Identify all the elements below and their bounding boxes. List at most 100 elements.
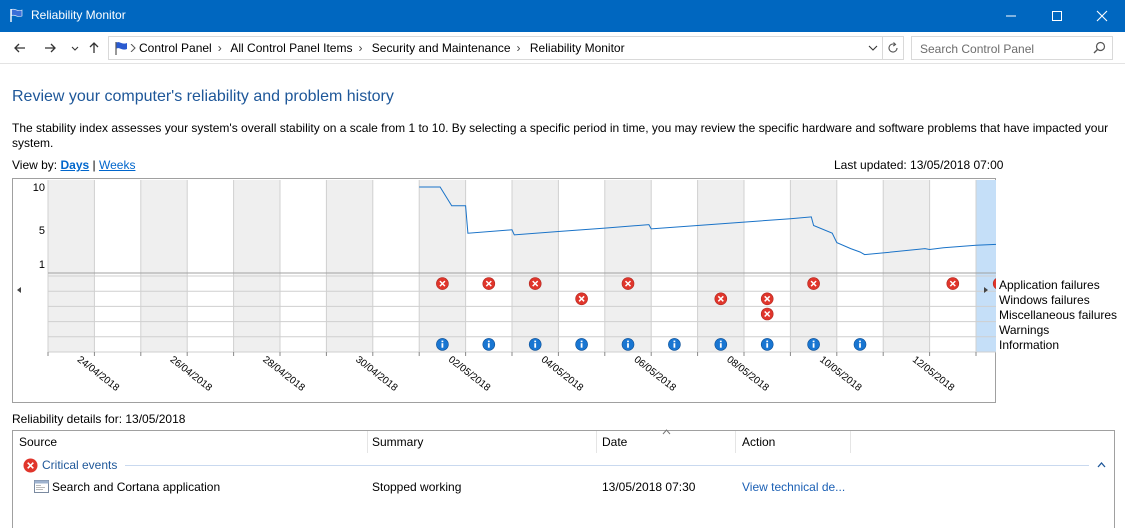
information-icon [627,343,629,348]
information-icon [719,343,722,348]
chevron-down-icon[interactable] [868,44,878,52]
column-divider[interactable] [596,431,597,453]
information-icon [859,340,861,343]
page-title: Review your computer's reliability and p… [12,88,394,105]
legend-miscellaneous-failures: Miscellaneous failures [999,308,1118,322]
title-bar: Reliability Monitor [0,0,1125,32]
critical-error-icon [717,295,724,302]
close-icon [1096,10,1108,22]
maximize-button[interactable] [1034,0,1080,32]
breadcrumb-separator-icon: › [358,41,363,55]
day-column [140,180,188,352]
critical-error-icon [810,280,817,287]
critical-events-group[interactable]: Critical events [23,457,117,473]
information-icon [487,343,490,348]
search-input[interactable] [918,39,1087,58]
critical-error-icon [764,295,771,302]
view-separator: | [92,158,96,172]
critical-error-icon [624,280,632,287]
forward-button[interactable] [40,38,60,58]
close-button[interactable] [1079,0,1125,32]
last-updated-text: Last updated: 13/05/2018 07:00 [834,158,1004,172]
collapse-group-icon[interactable] [1097,462,1106,468]
information-icon [441,340,444,343]
y-axis-tick-label: 10 [33,182,45,194]
information-icon [719,340,722,343]
refresh-button[interactable] [882,36,904,60]
information-icon [859,343,861,348]
day-column [512,180,559,352]
breadcrumb-separator-icon [130,44,136,52]
y-axis-tick-label: 1 [39,259,45,271]
group-divider [125,465,1089,466]
day-column [419,180,466,352]
day-column [372,180,420,352]
scroll-left-button[interactable] [17,287,21,293]
column-divider[interactable] [367,431,368,453]
day-column [697,180,744,352]
breadcrumb-separator-icon: › [217,41,222,55]
critical-error-icon [949,280,956,287]
breadcrumb-item-reliability-monitor[interactable]: Reliability Monitor [529,41,625,55]
information-icon [673,340,676,343]
back-button[interactable] [10,38,30,58]
day-column [465,180,512,352]
critical-error-icon [532,280,539,287]
day-column [604,180,652,352]
minimize-button[interactable] [988,0,1034,32]
day-column [883,180,930,352]
stability-index-line [419,186,996,256]
reliability-flag-icon [10,8,23,22]
row-date: 13/05/2018 07:30 [602,480,696,494]
scroll-left-icon [17,287,21,293]
view-technical-details-link[interactable]: View technical de... [742,480,846,494]
row-source: Search and Cortana application [52,480,221,494]
row-summary: Stopped working [372,480,462,494]
breadcrumb-item-all-control-panel-items[interactable]: All Control Panel Items [230,41,353,55]
scroll-right-button[interactable] [984,287,988,293]
information-icon [766,343,769,348]
recent-locations-button[interactable] [65,38,85,58]
day-column [790,180,837,352]
view-days-link[interactable]: Days [60,158,90,172]
day-column [48,180,95,352]
day-column [94,180,141,352]
day-column [651,180,698,352]
column-divider[interactable] [735,431,736,453]
information-icon [534,343,537,348]
view-by-selector: View by: Days | Weeks [12,158,135,172]
critical-error-icon [578,295,585,302]
column-header-action[interactable]: Action [742,435,776,449]
application-window-icon [34,480,49,493]
critical-events-label: Critical events [42,458,118,472]
day-column [744,180,791,352]
critical-error-icon [439,280,446,287]
day-column [187,180,234,352]
day-column [233,180,280,352]
breadcrumb-item-security-and-maintenance[interactable]: Security and Maintenance [371,41,511,55]
search-icon[interactable] [1093,41,1106,54]
search-box[interactable] [911,36,1113,60]
information-icon [580,343,583,348]
address-bar[interactable]: Control Panel › All Control Panel Items › … [108,36,883,60]
table-header: Source Summary Date Action [13,429,1114,453]
maximize-icon [1052,11,1062,21]
up-button[interactable] [84,38,104,58]
view-weeks-link[interactable]: Weeks [98,158,136,172]
information-icon [673,343,676,348]
breadcrumb-item-control-panel[interactable]: Control Panel [139,41,212,55]
column-header-source[interactable]: Source [19,435,58,449]
column-divider[interactable] [850,431,851,453]
table-row[interactable]: Search and Cortana application Stopped w… [13,477,1114,495]
arrow-right-icon [45,43,56,53]
legend-warnings: Warnings [999,323,1050,337]
column-header-date[interactable]: Date [602,435,628,449]
information-icon [441,343,444,348]
day-column [280,180,327,352]
chart-legend: Application failures Windows failures Mi… [999,278,1117,353]
day-column [929,180,976,352]
y-axis-tick-label: 5 [39,225,45,237]
legend-application-failures: Application failures [999,278,1100,292]
column-header-summary[interactable]: Summary [372,435,424,449]
